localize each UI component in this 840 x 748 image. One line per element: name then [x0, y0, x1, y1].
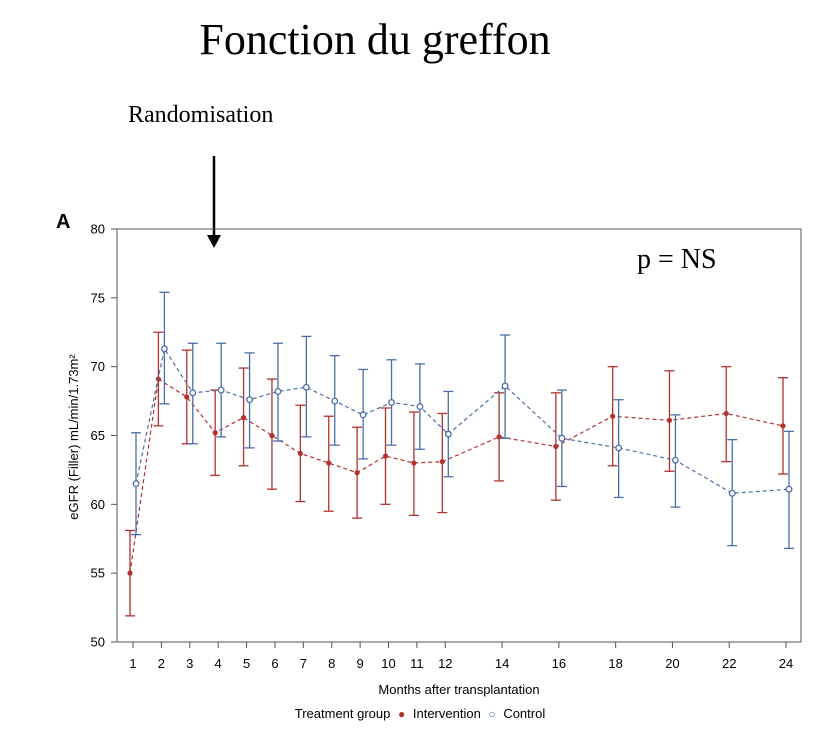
x-tick-label: 7 — [300, 656, 307, 671]
data-point — [728, 489, 736, 497]
x-tick-label: 3 — [186, 656, 193, 671]
x-tick-label: 9 — [357, 656, 364, 671]
legend-title: Treatment group — [294, 706, 391, 721]
data-point — [240, 415, 247, 421]
x-tick-label: 11 — [410, 656, 424, 671]
data-point — [501, 382, 509, 390]
data-series — [125, 291, 794, 617]
data-point — [217, 386, 225, 394]
data-point — [269, 432, 275, 439]
y-tick-label: 65 — [91, 428, 105, 443]
y-tick-label: 80 — [91, 222, 105, 237]
series-intervention — [125, 331, 788, 617]
legend-intervention-marker: ● — [398, 707, 406, 721]
data-point — [359, 411, 367, 419]
data-point — [184, 394, 190, 400]
randomisation-label: Randomisation — [128, 102, 274, 128]
series-control — [131, 291, 794, 550]
data-point — [246, 396, 254, 404]
x-tick-label: 10 — [381, 656, 395, 671]
data-point — [331, 397, 339, 405]
data-point — [610, 413, 616, 419]
y-tick-label: 75 — [91, 290, 105, 305]
data-point — [127, 570, 133, 576]
x-tick-label: 22 — [722, 656, 736, 671]
data-point — [439, 459, 445, 465]
data-point — [615, 444, 623, 452]
data-point — [411, 460, 417, 466]
legend-control-label: Control — [503, 706, 546, 721]
x-tick-label: 1 — [129, 656, 136, 671]
x-tick-label: 24 — [779, 656, 793, 671]
y-tick-label: 60 — [91, 497, 105, 512]
data-point — [302, 383, 310, 391]
slide-title: Fonction du greffon — [199, 15, 551, 64]
x-tick-label: 18 — [608, 656, 622, 671]
data-point — [297, 450, 303, 456]
data-point — [326, 460, 332, 466]
data-point — [382, 453, 389, 459]
data-point — [354, 470, 360, 476]
data-point — [780, 423, 786, 429]
data-point — [416, 403, 424, 411]
y-tick-label: 70 — [91, 359, 105, 374]
data-point — [444, 430, 452, 438]
x-tick-label: 2 — [158, 656, 165, 671]
p-value-label: p = NS — [637, 244, 717, 275]
x-tick-label: 5 — [243, 656, 250, 671]
x-tick-label: 16 — [552, 656, 566, 671]
data-point — [160, 345, 168, 353]
y-tick-label: 55 — [91, 566, 105, 581]
data-point — [723, 410, 729, 417]
data-point — [666, 417, 673, 423]
y-tick-label: 50 — [91, 635, 105, 650]
data-point — [558, 434, 566, 442]
x-tick-label: 20 — [665, 656, 679, 671]
legend: Treatment group ● Intervention ○ Control — [0, 706, 840, 721]
y-axis-label: eGFR (Filler) mL/min/1.73m² — [66, 354, 81, 520]
legend-intervention-label: Intervention — [412, 706, 481, 721]
x-tick-label: 14 — [495, 656, 509, 671]
series-line — [135, 347, 790, 494]
series-line — [129, 378, 784, 574]
panel-letter: A — [56, 211, 71, 233]
data-point — [553, 443, 559, 450]
x-tick-label: 8 — [328, 656, 335, 671]
randomisation-arrow-head — [207, 235, 221, 248]
plot-frame — [116, 228, 802, 643]
data-point — [671, 456, 679, 464]
x-tick-label: 6 — [271, 656, 278, 671]
data-point — [212, 430, 218, 436]
data-point — [388, 399, 395, 406]
x-axis-label: Months after transplantation — [378, 682, 539, 697]
x-tick-label: 12 — [438, 656, 452, 671]
legend-control-marker: ○ — [488, 707, 496, 721]
data-point — [785, 485, 793, 493]
x-tick-label: 4 — [215, 656, 222, 671]
data-point — [132, 480, 140, 488]
data-point — [189, 389, 197, 397]
data-point — [274, 387, 282, 395]
